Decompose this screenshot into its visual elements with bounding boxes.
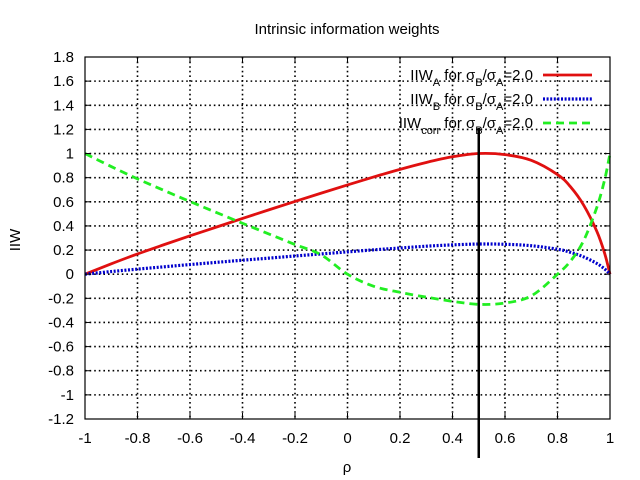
x-tick-label: 0.8 bbox=[547, 430, 568, 447]
y-tick-label: 1.8 bbox=[53, 49, 74, 66]
x-tick-label: -0.2 bbox=[282, 430, 308, 447]
ticks bbox=[84, 56, 611, 420]
y-tick-label: 0.8 bbox=[53, 170, 74, 187]
legend-label-1: IIWA for σB/σA=2.0 bbox=[410, 67, 533, 89]
x-tick-label: -0.4 bbox=[230, 430, 256, 447]
x-tick-label: 1 bbox=[606, 430, 614, 447]
legend-label-3: IIWcorr for σB/σA=2.0 bbox=[399, 115, 533, 137]
series-line-3 bbox=[84, 152, 612, 306]
y-tick-label: 0.4 bbox=[53, 218, 74, 235]
grid bbox=[85, 57, 610, 419]
series-line-1 bbox=[84, 151, 612, 276]
y-tick-label: -0.8 bbox=[48, 363, 74, 380]
x-axis-label: ρ bbox=[343, 459, 352, 476]
y-axis-label: IIW bbox=[7, 228, 24, 251]
y-tick-label: -1.2 bbox=[48, 411, 74, 428]
tick-labels: -1 -0.8 -0.6 -0.4 -0.2 0 0.2 0.4 0.6 0.8 1-1.2-1-0… bbox=[48, 49, 614, 447]
y-tick-label: 0.6 bbox=[53, 194, 74, 211]
x-tick-label: 0.2 bbox=[390, 430, 411, 447]
y-tick-label: -1 bbox=[61, 387, 74, 404]
series-line-2 bbox=[84, 242, 612, 276]
x-tick-label: 0.6 bbox=[495, 430, 516, 447]
y-tick-label: 1.4 bbox=[53, 97, 74, 114]
chart-title: Intrinsic information weights bbox=[254, 21, 439, 38]
legend-label-2: IIWB for σB/σA=2.0 bbox=[410, 91, 533, 113]
x-tick-label: 0 bbox=[343, 430, 351, 447]
y-tick-label: 1.2 bbox=[53, 121, 74, 138]
series-layer bbox=[84, 151, 612, 306]
y-tick-label: 1 bbox=[66, 146, 74, 163]
x-tick-label: -0.8 bbox=[125, 430, 151, 447]
x-tick-label: -1 bbox=[78, 430, 91, 447]
x-tick-label: -0.6 bbox=[177, 430, 203, 447]
y-tick-label: 0 bbox=[66, 266, 74, 283]
y-tick-label: 1.6 bbox=[53, 73, 74, 90]
x-tick-label: 0.4 bbox=[442, 430, 463, 447]
y-tick-label: -0.2 bbox=[48, 290, 74, 307]
y-tick-label: -0.6 bbox=[48, 339, 74, 356]
y-tick-label: -0.4 bbox=[48, 314, 74, 331]
y-tick-label: 0.2 bbox=[53, 242, 74, 259]
